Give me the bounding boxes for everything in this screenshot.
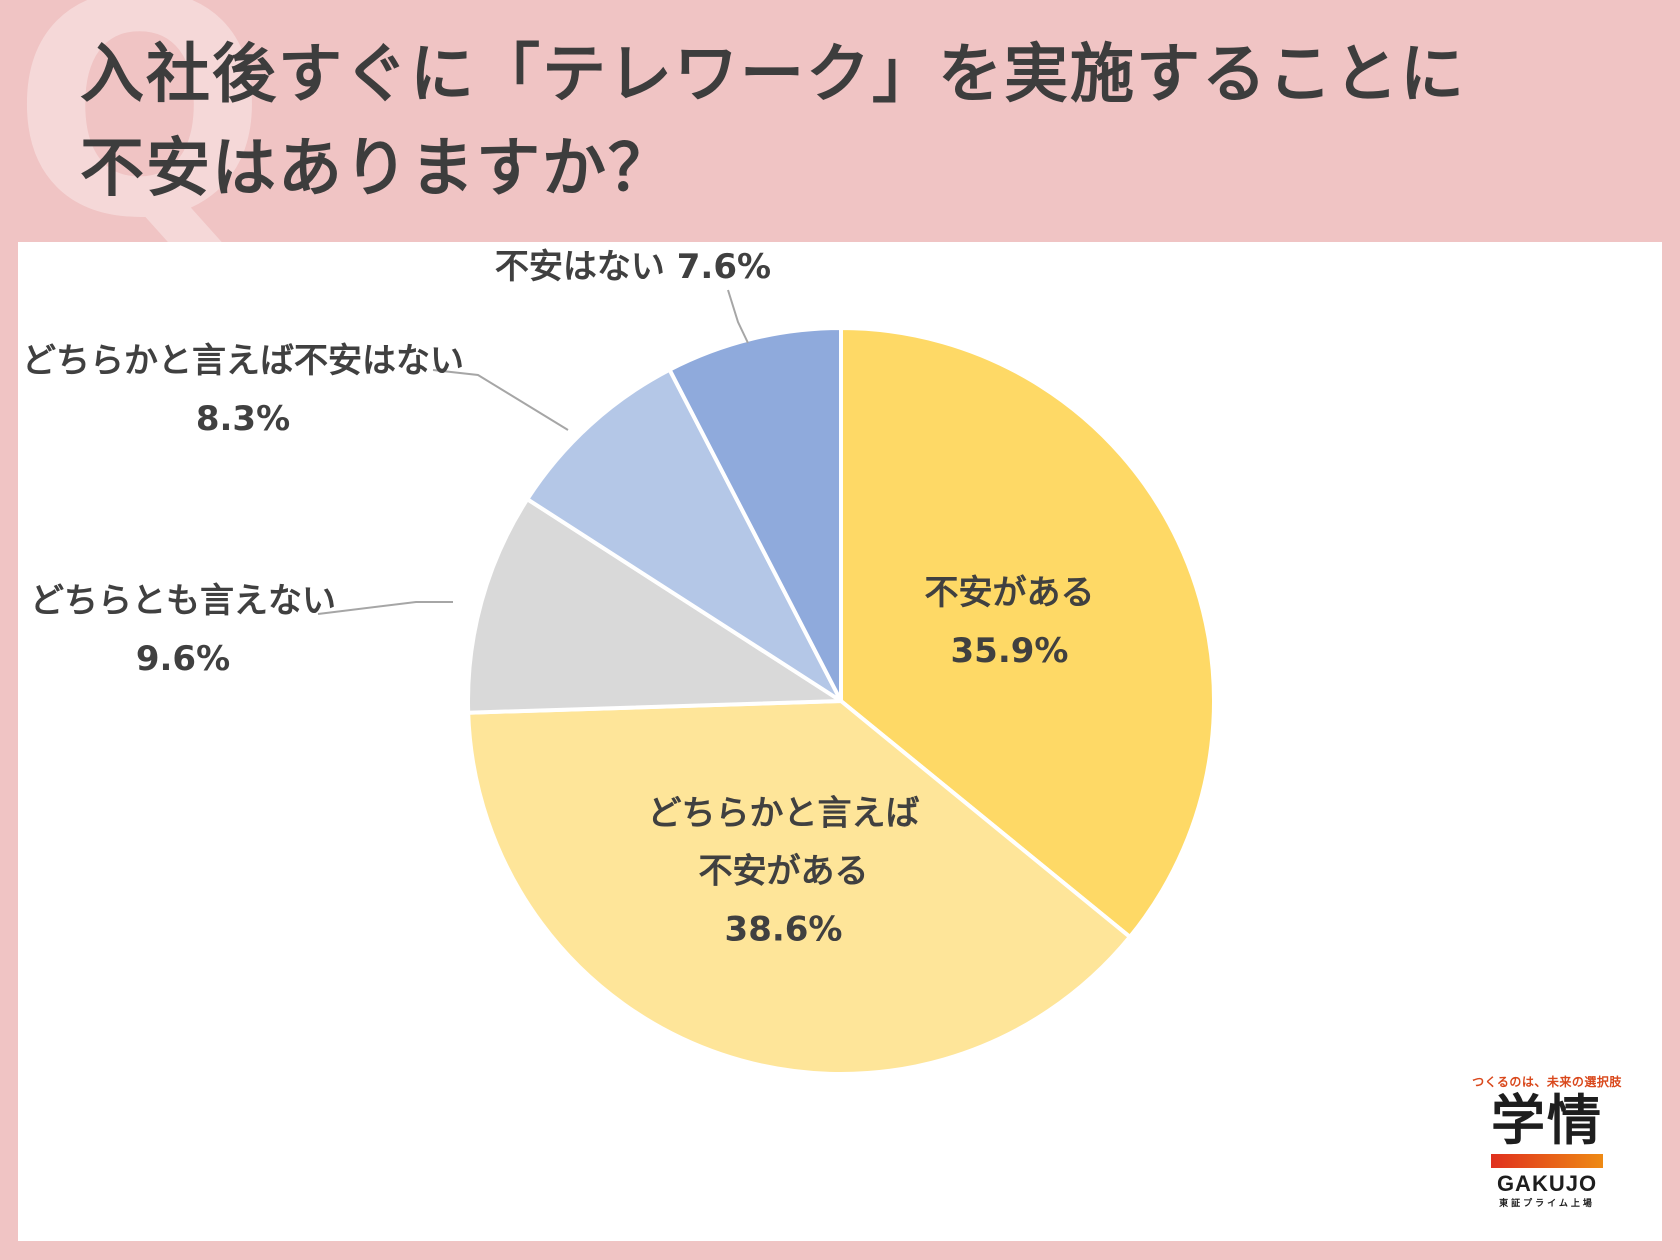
title-line-1: 入社後すぐに「テレワーク」を実施することに bbox=[80, 38, 1466, 112]
pie-slice-2 bbox=[466, 699, 1132, 1076]
slice-label-4-line-1: どちらかと言えば不安はない bbox=[22, 341, 464, 381]
pie-slice-1 bbox=[839, 326, 1216, 939]
logo-color-bar bbox=[1491, 1154, 1603, 1168]
pie-slice-3 bbox=[466, 497, 843, 715]
logo-subtitle: 東証プライム上場 bbox=[1499, 1199, 1595, 1209]
leader-line-3 bbox=[317, 601, 453, 615]
slice-label-4-line-2: 8.3% bbox=[196, 399, 290, 439]
slice-label-1-line-1: 不安がある bbox=[924, 573, 1094, 613]
logo-tagline: つくるのは、未来の選択肢 bbox=[1472, 1075, 1622, 1089]
slice-label-5-line-1: 不安はない 7.6% bbox=[495, 247, 771, 287]
chart-panel: 不安がある 35.9% どちらかと言えば 不安がある 38.6% どちらとも言えない 9.6… bbox=[18, 242, 1662, 1241]
page-title: 入社後すぐに「テレワーク」を実施することに 不安はありますか？ bbox=[80, 28, 1640, 228]
leader-line-5 bbox=[727, 289, 749, 344]
slice-label-2-line-3: 38.6% bbox=[725, 909, 843, 949]
slice-label-1-line-2: 35.9% bbox=[951, 631, 1069, 671]
pie-slice-5 bbox=[667, 326, 843, 703]
gakujo-logo: つくるのは、未来の選択肢 学情 GAKUJO 東証プライム上場 bbox=[1462, 1073, 1632, 1223]
pie-slice-4 bbox=[525, 367, 843, 703]
leader-line-4 bbox=[432, 369, 569, 431]
slice-label-3-line-2: 9.6% bbox=[136, 639, 230, 679]
pie-chart: 不安がある35.9%どちらかと言えば不安がある38.6%どちらとも言えない9.6… bbox=[22, 247, 1216, 1076]
title-line-2: 不安はありますか？ bbox=[80, 132, 674, 206]
slice-label-3-line-1: どちらとも言えない bbox=[30, 581, 336, 621]
slice-label-2-line-1: どちらかと言えば bbox=[648, 793, 920, 833]
logo-brand: GAKUJO bbox=[1496, 1171, 1598, 1196]
slice-label-2-line-2: 不安がある bbox=[699, 851, 869, 891]
logo-mark: 学情 bbox=[1491, 1089, 1603, 1152]
